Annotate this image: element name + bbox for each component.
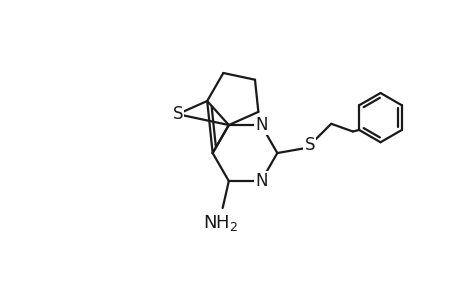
Text: S: S <box>304 136 314 154</box>
Text: N: N <box>254 172 267 190</box>
Text: N: N <box>254 116 267 134</box>
Text: NH$_2$: NH$_2$ <box>203 213 238 233</box>
Text: S: S <box>172 105 183 123</box>
